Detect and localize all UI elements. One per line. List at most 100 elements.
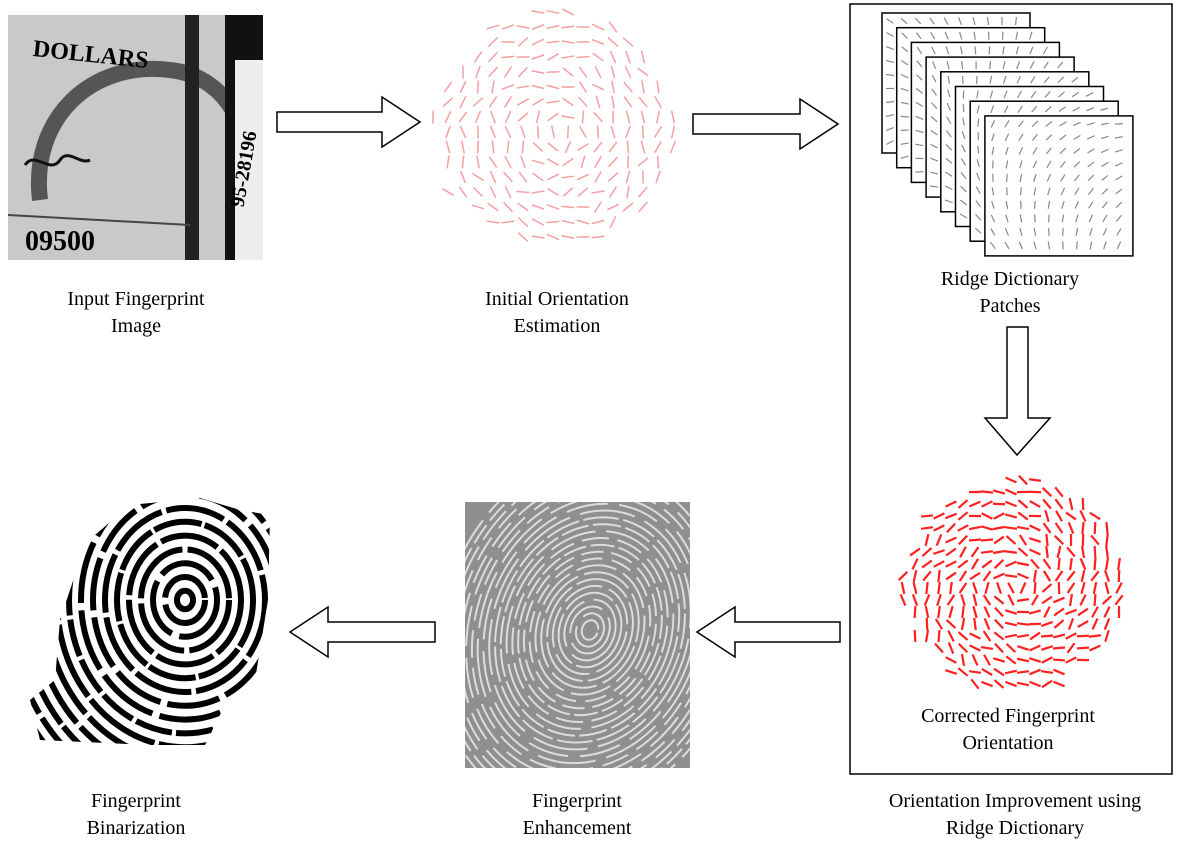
orientation-dash	[502, 25, 514, 29]
orientation-dash	[624, 82, 633, 92]
orientation-dash	[981, 526, 993, 529]
orientation-dash	[592, 24, 604, 30]
orientation-dash	[912, 559, 917, 570]
orientation-dash	[577, 220, 589, 224]
orientation-dash	[537, 111, 540, 124]
orientation-dash	[969, 540, 981, 541]
orientation-dash	[548, 113, 559, 121]
orientation-dash	[962, 606, 963, 618]
orientation-dash	[1017, 683, 1029, 685]
orientation-dash	[473, 98, 483, 106]
orientation-dash	[462, 156, 463, 169]
orientation-dash	[901, 594, 906, 605]
orientation-dash	[517, 86, 530, 88]
orientation-dash	[1029, 610, 1041, 613]
orientation-dash	[655, 96, 662, 107]
orientation-dash	[972, 559, 978, 569]
orientation-dash	[914, 582, 917, 594]
orientation-dash	[1017, 635, 1029, 637]
orientation-dash	[984, 571, 991, 581]
orientation-dash	[1080, 511, 1085, 522]
orientation-dash	[1008, 595, 1013, 606]
orientation-dash	[946, 501, 957, 506]
orientation-dash	[473, 187, 482, 196]
orientation-dash	[488, 203, 499, 211]
orientation-dash	[1082, 546, 1084, 558]
orientation-dash	[1017, 574, 1028, 579]
orientation-dash	[598, 126, 599, 139]
orientation-dash	[933, 550, 944, 554]
orientation-dash	[1005, 502, 1016, 506]
orientation-dash	[447, 156, 449, 169]
orientation-dash	[993, 658, 1004, 661]
orientation-dash	[547, 101, 560, 103]
page: {"nodes": [ {"label": ["Input Fingerprin…	[0, 0, 1188, 846]
orientation-dash	[532, 219, 543, 225]
orientation-dash	[1066, 513, 1076, 520]
orientation-dash	[626, 111, 629, 124]
orientation-dash	[935, 644, 943, 653]
binarized-image	[0, 384, 373, 816]
orientation-dash	[595, 201, 602, 212]
orientation-dash	[1091, 571, 1099, 580]
orientation-dash	[1005, 551, 1017, 552]
orientation-dash	[946, 561, 957, 566]
orientation-dash	[995, 680, 1004, 688]
orientation-dash	[517, 26, 530, 29]
orientation-dash	[547, 205, 559, 209]
orientation-dash	[981, 682, 992, 686]
orientation-dash	[972, 547, 979, 557]
orientation-dash	[490, 186, 496, 198]
orientation-dash	[994, 513, 1005, 519]
orientation-dash	[443, 98, 453, 107]
orientation-dash	[489, 67, 498, 76]
orientation-dash	[1005, 671, 1017, 674]
orientation-dash	[923, 571, 931, 580]
orientation-dash	[532, 71, 545, 74]
orientation-dash	[624, 97, 632, 108]
orientation-dash	[1053, 660, 1065, 661]
orientation-dash	[960, 547, 966, 558]
orientation-dash	[1054, 609, 1064, 616]
orientation-dash	[1082, 522, 1083, 534]
orientation-dash	[641, 111, 644, 124]
orientation-dash	[1070, 498, 1073, 510]
orientation-dash	[532, 25, 544, 30]
orientation-dash	[594, 112, 603, 122]
orientation-dash	[638, 68, 648, 76]
orientation-dash	[981, 540, 993, 541]
orientation-dash	[1005, 562, 1016, 567]
patch-dash	[993, 160, 994, 168]
orientation-dash	[945, 670, 956, 674]
orientation-dash	[946, 657, 957, 663]
orientation-dash	[502, 56, 515, 57]
label: Image	[111, 315, 161, 337]
orientation-dash	[446, 126, 450, 138]
orientation-dash	[579, 67, 587, 78]
orientation-dash	[939, 630, 940, 642]
orientation-dash	[547, 72, 560, 73]
orientation-dash	[1077, 648, 1089, 649]
orientation-dash	[626, 171, 630, 184]
orientation-dash	[444, 82, 452, 92]
orientation-dash	[1082, 570, 1085, 582]
orientation-dash	[609, 157, 618, 167]
orientation-dash	[642, 51, 645, 64]
orientation-dash	[1042, 597, 1052, 604]
arrow	[277, 97, 420, 147]
orientation-dash	[562, 176, 575, 178]
orientation-dash	[984, 595, 991, 605]
orientation-dash	[490, 171, 495, 183]
orientation-dash	[609, 22, 617, 33]
orientation-dash	[478, 81, 479, 94]
orientation-dash	[958, 668, 967, 676]
orientation-dash	[962, 618, 964, 630]
label: Ridge Dictionary	[946, 817, 1084, 839]
arrow	[697, 607, 840, 657]
orientation-dash	[970, 633, 981, 638]
orientation-dash	[981, 491, 993, 492]
orientation-dash	[926, 534, 929, 546]
orientation-dash	[1069, 522, 1073, 533]
orientation-dash	[489, 52, 498, 61]
orientation-dash	[472, 205, 484, 209]
